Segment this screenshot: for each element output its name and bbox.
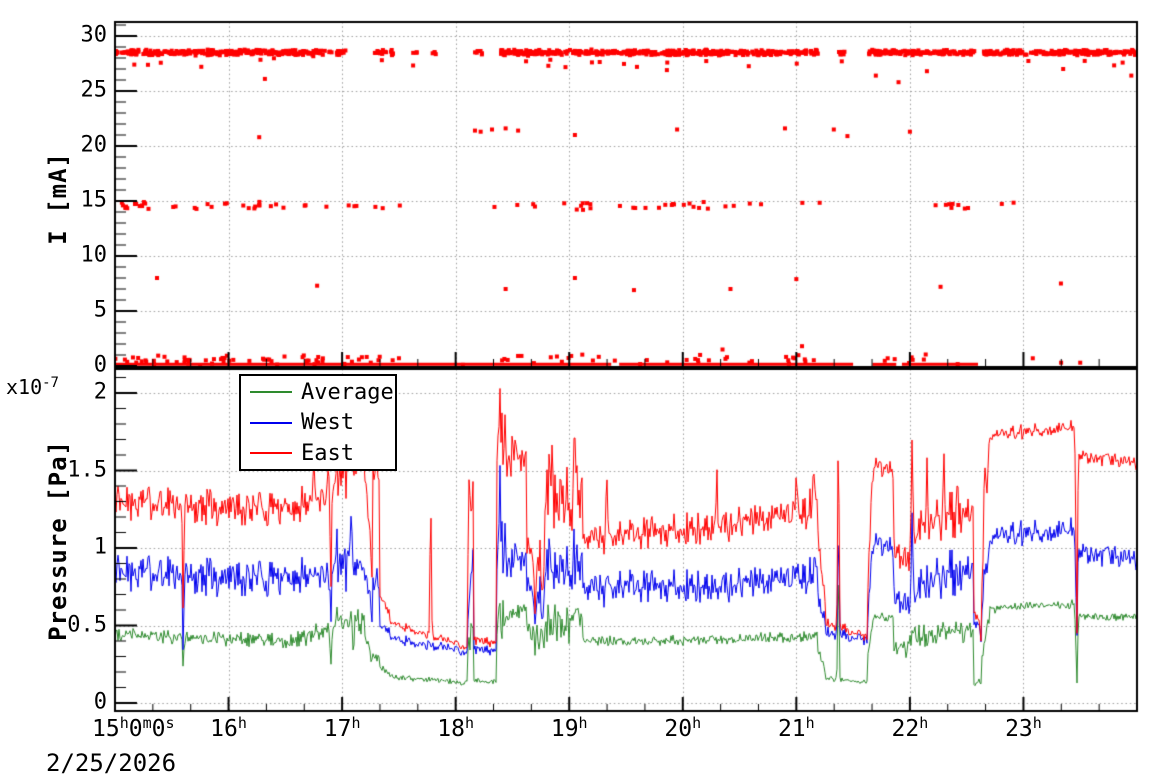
y-tick-label: 25 (80, 77, 108, 103)
y-tick-label: 0.5 (67, 612, 107, 637)
x-tick-label: 16h (210, 714, 247, 742)
y-tick-label: 10 (80, 242, 108, 268)
y-axis-exponent-label: x10-7 (6, 375, 59, 399)
x-axis-date-label: 2/25/2026 (46, 749, 177, 777)
y-tick-label: 20 (80, 132, 108, 158)
legend-label: East (301, 440, 354, 466)
legend-line-west (250, 421, 292, 424)
legend-item-west: West (241, 408, 395, 437)
y-tick-label: 1 (93, 534, 107, 560)
legend-line-east (250, 452, 292, 454)
y-tick-label: 0 (93, 352, 107, 378)
y-tick-label: 30 (80, 22, 108, 48)
legend: Average West East (239, 374, 397, 471)
legend-line-average (250, 391, 292, 393)
x-tick-label: 18h (437, 714, 475, 742)
legend-item-east: East (241, 439, 395, 468)
y-axis-title-current: I [mA] (44, 152, 72, 245)
y-tick-label: 5 (93, 297, 107, 323)
x-tick-label: 19h (550, 714, 588, 742)
x-tick-label: 22h (891, 714, 929, 742)
x-tick-label: 23h (1005, 714, 1042, 742)
legend-label: Average (301, 379, 394, 405)
x-tick-label: 17h (323, 714, 361, 742)
y-tick-label: 1.5 (67, 457, 107, 482)
legend-label: West (301, 410, 354, 435)
x-axis-origin-label: 15h0m0s (92, 714, 175, 742)
y-tick-label: 0 (93, 689, 107, 715)
y-tick-label: 15 (80, 187, 108, 213)
x-tick-label: 21h (777, 714, 815, 742)
x-tick-label: 20h (664, 714, 702, 742)
legend-item-average: Average (241, 378, 395, 407)
y-tick-label: 2 (93, 379, 107, 405)
